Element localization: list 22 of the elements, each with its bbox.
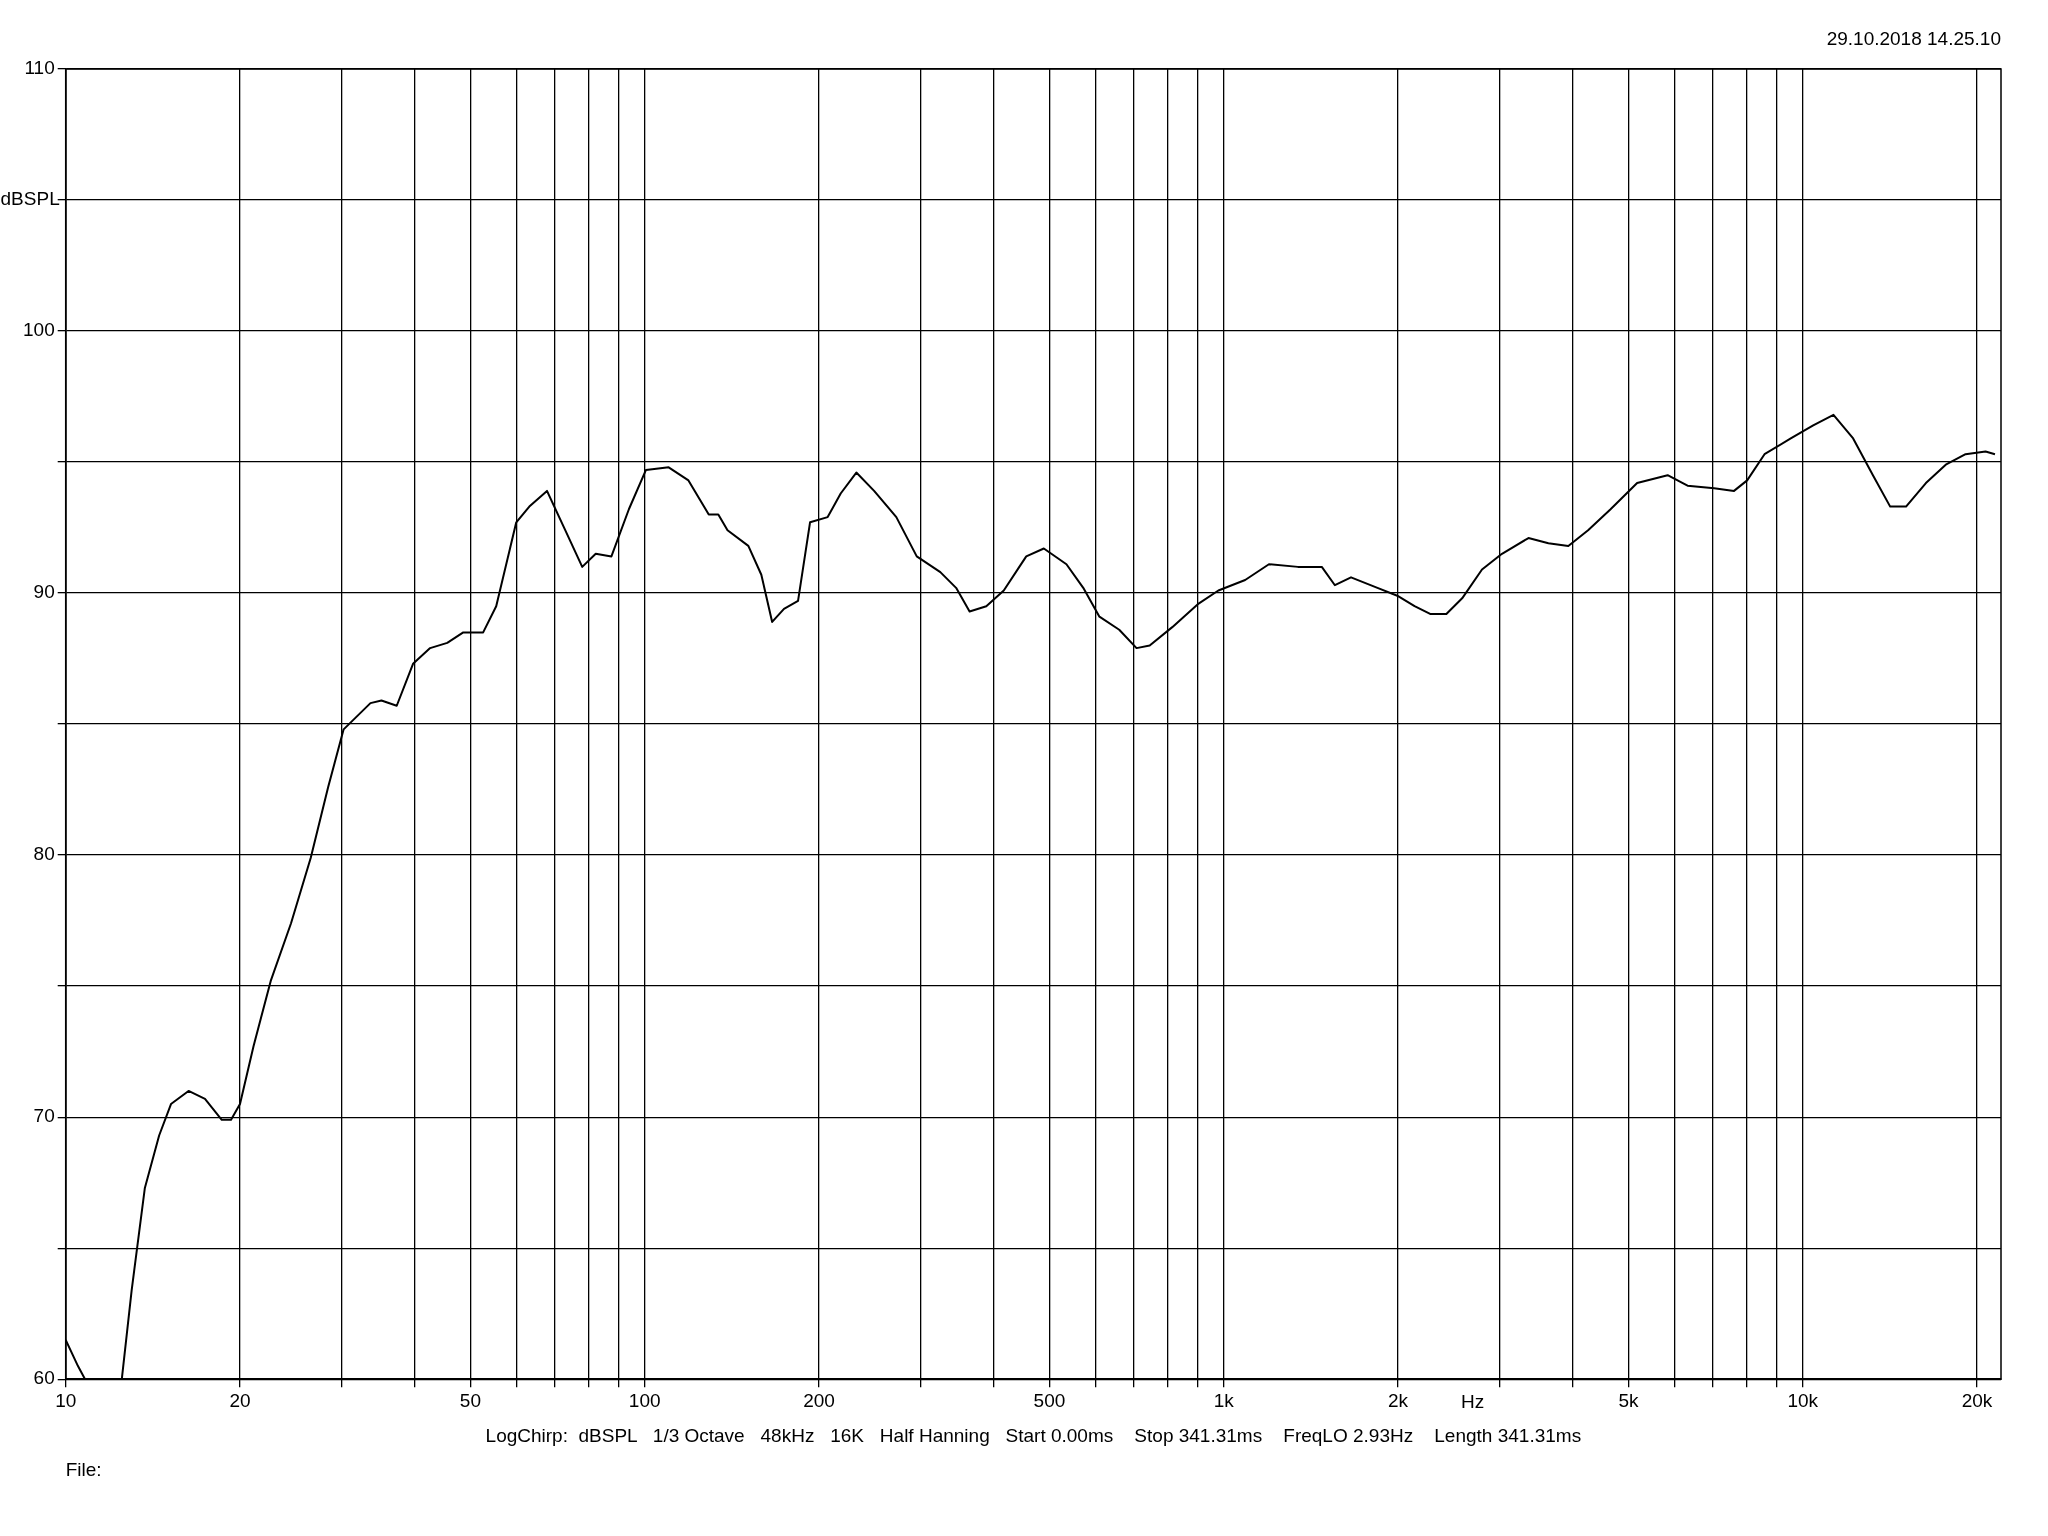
x-tick-label: 10 xyxy=(55,1389,77,1411)
y-tick-label: 70 xyxy=(33,1105,55,1127)
x-tick-label: 20 xyxy=(229,1389,251,1411)
text: 29.10.2018 14.25.10 xyxy=(1826,27,2001,49)
y-tick-label: 60 xyxy=(33,1367,55,1389)
x-tick-label: 50 xyxy=(459,1389,481,1411)
y-tick-label: 110 xyxy=(24,57,55,79)
x-tick-label: 5k xyxy=(1618,1389,1639,1411)
x-tick-label: 200 xyxy=(803,1389,835,1411)
y-tick-label: 100 xyxy=(23,319,55,341)
x-tick-label: 500 xyxy=(1033,1389,1066,1411)
text: LogChirp: dBSPL 1/3 Octave 48kHz 16K Half Hanning Start 0.00ms Stop 341.31ms FreqLO 2.93Hz Length 341.31ms xyxy=(485,1424,1582,1446)
y-tick-label: 80 xyxy=(33,843,55,865)
x-tick-label: 20k xyxy=(1961,1389,1993,1411)
x-tick-label: 2k xyxy=(1387,1389,1409,1411)
x-tick-label: 1k xyxy=(1213,1389,1235,1411)
y-axis-title: dBSPL xyxy=(0,188,60,210)
y-tick-label: 90 xyxy=(33,581,55,603)
text: File: xyxy=(65,1458,102,1480)
x-tick-label: 10k xyxy=(1787,1389,1819,1411)
x-tick-label: 100 xyxy=(628,1389,661,1411)
x-axis-title: Hz xyxy=(1461,1390,1485,1412)
